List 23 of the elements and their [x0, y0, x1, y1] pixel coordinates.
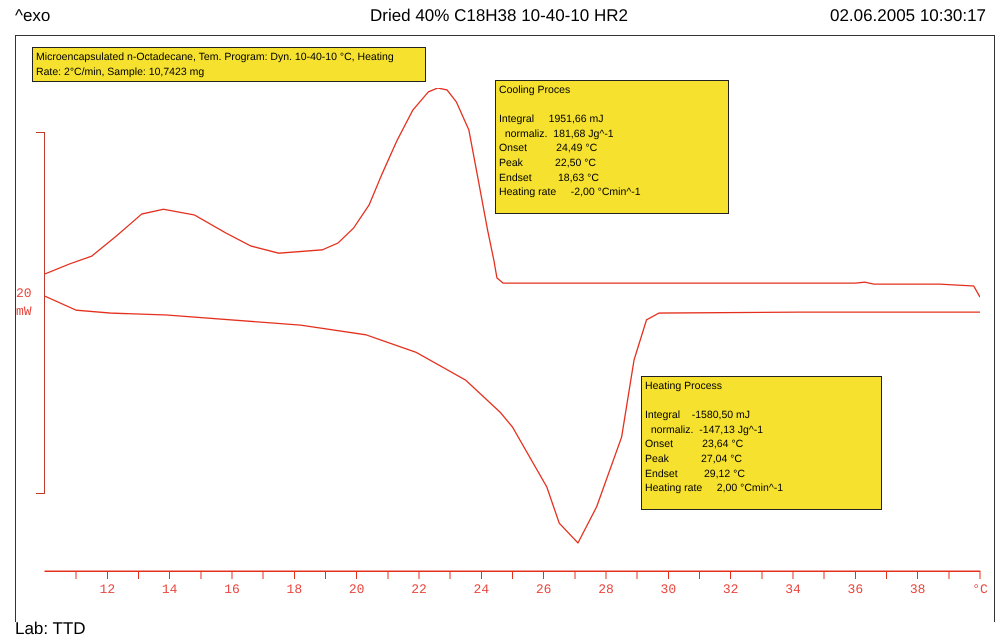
x-tick-label: 22: [411, 582, 427, 598]
text: ^exo: [15, 6, 50, 26]
x-tick-label: 20: [348, 582, 364, 598]
x-tick-label: °C: [972, 582, 988, 598]
x-tick-label: 18: [286, 582, 302, 598]
x-tick-label: 36: [848, 582, 864, 598]
x-tick-label: 38: [910, 582, 926, 598]
x-tick-label: 12: [100, 582, 116, 598]
note-box: Heating Process Integral -1580,50 mJ normaliz. -147,13 Jg^-1 Onset 23,64 °C Peak 27,04 °C Endset 29,12 °C Heating rate 2,00 °Cmin^-1: [641, 376, 882, 510]
x-tick-label: 32: [722, 582, 738, 598]
note-box: Microencapsulated n-Octadecane, Tem. Program: Dyn. 10-40-10 °C, Heating Rate: 2°C/min, Sample: 10,7423 mg: [32, 47, 426, 82]
chart-title: Dried 40% C18H38 10-40-10 HR2: [370, 6, 628, 25]
text: 20 mW: [16, 285, 32, 321]
text: Lab: TTD: [15, 619, 86, 639]
text: 02.06.2005 10:30:17: [830, 6, 986, 26]
x-tick-label: 34: [785, 582, 801, 598]
x-tick-label: 14: [162, 582, 178, 598]
x-tick-label: 26: [536, 582, 552, 598]
x-tick-label: 30: [660, 582, 676, 598]
x-tick-label: 16: [224, 582, 240, 598]
note-box: Cooling Proces Integral 1951,66 mJ normaliz. 181,68 Jg^-1 Onset 24,49 °C Peak 22,50 °C Endset 18,63 °C Heating rate -2,00 °Cmin^-1: [495, 80, 729, 214]
x-tick-label: 28: [598, 582, 614, 598]
x-tick-label: 24: [474, 582, 490, 598]
